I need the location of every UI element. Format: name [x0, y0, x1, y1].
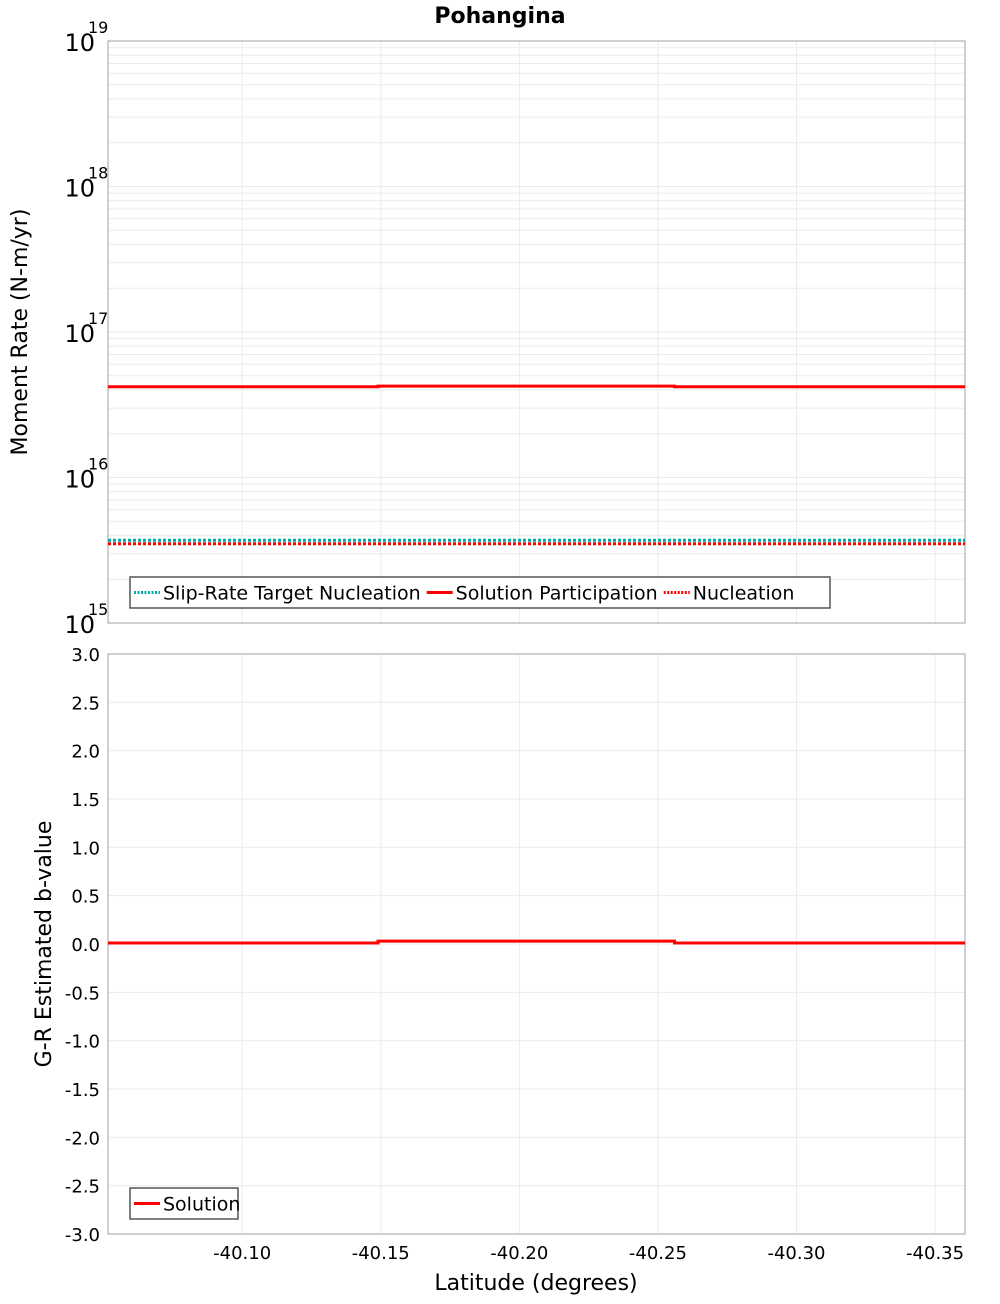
svg-text:10: 10	[64, 466, 95, 494]
svg-text:Solution: Solution	[163, 1194, 240, 1216]
x-tick-label: -40.20	[490, 1243, 548, 1264]
legend-item: Nucleation	[663, 583, 795, 605]
bottom-y-tick-label: 1.0	[71, 838, 100, 859]
bottom-y-tick-label: 0.0	[71, 935, 100, 956]
bottom-plot-series	[108, 939, 965, 945]
x-axis-ticks: -40.10 -40.15 -40.20 -40.25 -40.30 -40.35	[213, 1243, 964, 1264]
top-legend: Slip-Rate Target Nucleation Solution Part…	[129, 576, 831, 609]
bottom-y-tick-label: -3.0	[65, 1225, 100, 1246]
svg-text:Slip-Rate Target Nucleation: Slip-Rate Target Nucleation	[163, 583, 421, 605]
svg-text:10: 10	[64, 175, 95, 203]
x-tick-label: -40.15	[352, 1243, 410, 1264]
svg-text:Solution Participation: Solution Participation	[456, 583, 658, 605]
legend-item: Solution Participation	[426, 583, 658, 605]
svg-text:15: 15	[88, 600, 108, 619]
legend-item: Solution	[134, 1194, 240, 1216]
bottom-y-tick-label: 2.0	[71, 742, 100, 763]
top-plot-series	[108, 384, 965, 546]
bottom-y-tick-label: 1.5	[71, 790, 100, 811]
x-tick-label: -40.35	[906, 1243, 964, 1264]
bottom-y-tick-label: -0.5	[65, 983, 100, 1004]
bottom-y-tick-label: 0.5	[71, 887, 100, 908]
svg-text:17: 17	[88, 309, 108, 328]
top-plot-frame	[107, 40, 966, 624]
top-plot-grid	[108, 41, 965, 624]
x-tick-label: -40.25	[629, 1243, 687, 1264]
bottom-y-tick-label: -1.0	[65, 1032, 100, 1053]
top-y-axis-label: Moment Rate (N-m/yr)	[8, 209, 33, 456]
svg-text:10: 10	[64, 29, 95, 57]
bottom-y-axis-label: G-R Estimated b-value	[32, 821, 57, 1068]
x-tick-label: -40.30	[767, 1243, 825, 1264]
bottom-y-tick-label: -1.5	[65, 1080, 100, 1101]
bottom-legend: Solution	[129, 1187, 240, 1220]
bottom-y-tick-label: 2.5	[71, 693, 100, 714]
svg-text:18: 18	[88, 164, 108, 183]
x-axis-label: Latitude (degrees)	[434, 1271, 637, 1296]
bottom-y-axis-ticks: 3.0 2.5 2.0 1.5 1.0 0.5 0.0 -0.5 -1.0 -1.5 -2.0 -2.…	[65, 645, 100, 1246]
svg-text:10: 10	[64, 320, 95, 348]
x-tick-label: -40.10	[213, 1243, 271, 1264]
svg-text:Nucleation: Nucleation	[693, 583, 795, 605]
bottom-y-tick-label: -2.5	[65, 1177, 100, 1198]
svg-text:10: 10	[64, 611, 95, 639]
svg-text:16: 16	[88, 455, 108, 474]
series-solution-participation	[108, 384, 965, 389]
bottom-y-tick-label: 3.0	[71, 645, 100, 666]
bottom-y-tick-label: -2.0	[65, 1128, 100, 1149]
series-solution	[108, 939, 965, 945]
chart-title: Pohangina	[434, 4, 565, 29]
svg-text:19: 19	[88, 18, 108, 37]
legend-item: Slip-Rate Target Nucleation	[134, 583, 421, 605]
